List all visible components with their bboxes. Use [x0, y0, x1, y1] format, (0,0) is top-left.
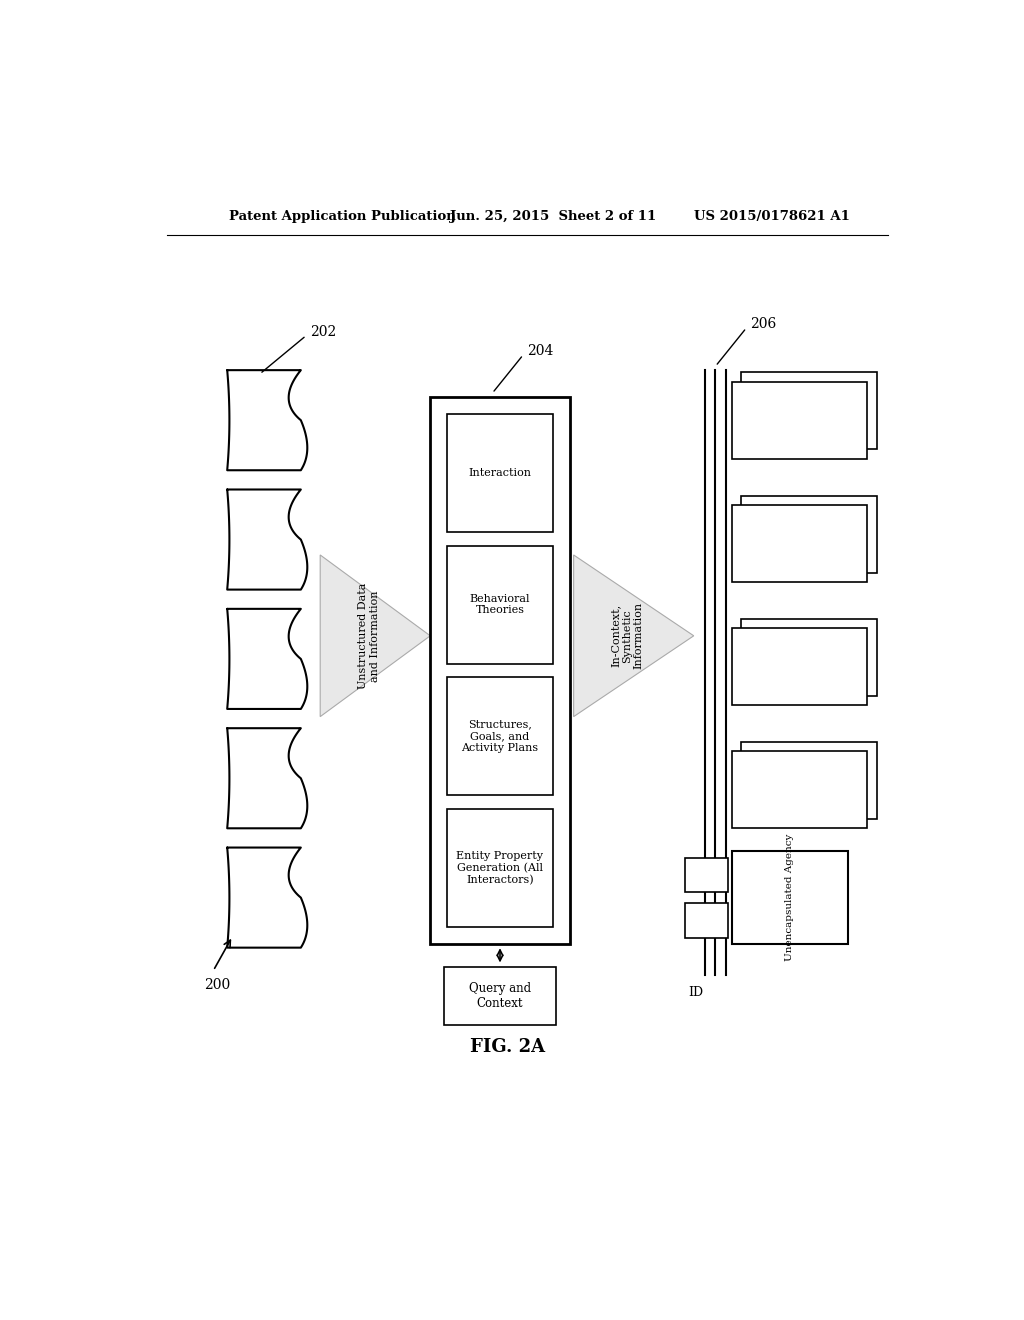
Bar — [443, 966, 556, 1024]
Bar — [732, 628, 867, 705]
Polygon shape — [573, 554, 693, 717]
Bar — [741, 372, 877, 449]
Text: In-Context,
Synthetic
Information: In-Context, Synthetic Information — [610, 602, 644, 669]
Bar — [732, 751, 867, 829]
Bar — [732, 506, 867, 582]
Text: 204: 204 — [527, 345, 554, 358]
Text: Unstructured Data
and Information: Unstructured Data and Information — [358, 582, 380, 689]
Bar — [430, 397, 569, 944]
Bar — [447, 545, 553, 664]
Bar — [741, 742, 877, 818]
Bar — [447, 809, 553, 927]
Polygon shape — [321, 554, 430, 717]
Text: Patent Application Publication: Patent Application Publication — [228, 210, 456, 223]
Text: US 2015/0178621 A1: US 2015/0178621 A1 — [693, 210, 850, 223]
Text: FIG. 2A: FIG. 2A — [470, 1038, 546, 1056]
Text: Query and
Context: Query and Context — [469, 982, 531, 1010]
Bar — [732, 851, 848, 944]
Bar — [741, 496, 877, 573]
Text: ID: ID — [688, 986, 703, 999]
Text: 202: 202 — [310, 325, 336, 339]
Bar — [685, 903, 728, 937]
Text: Interaction: Interaction — [469, 469, 531, 478]
Bar — [685, 858, 728, 892]
Text: 200: 200 — [204, 978, 230, 993]
Text: Behavioral
Theories: Behavioral Theories — [470, 594, 530, 615]
Bar — [447, 677, 553, 795]
Text: Unencapsulated Agency: Unencapsulated Agency — [785, 834, 795, 961]
Text: Entity Property
Generation (All
Interactors): Entity Property Generation (All Interact… — [457, 851, 544, 884]
Bar — [741, 619, 877, 696]
Text: Structures,
Goals, and
Activity Plans: Structures, Goals, and Activity Plans — [462, 719, 539, 752]
Bar — [447, 414, 553, 532]
Text: 206: 206 — [751, 317, 776, 331]
Text: Jun. 25, 2015  Sheet 2 of 11: Jun. 25, 2015 Sheet 2 of 11 — [450, 210, 656, 223]
Bar — [732, 381, 867, 459]
